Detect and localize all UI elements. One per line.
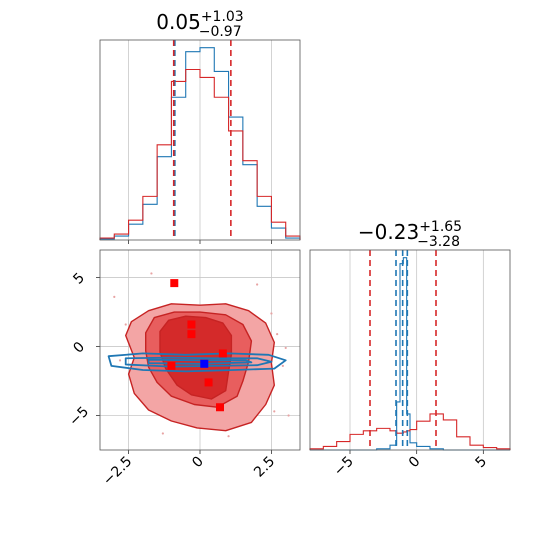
red-marker xyxy=(187,320,196,329)
axes-frame xyxy=(309,249,511,451)
axes-frame xyxy=(99,39,301,241)
scatter-point xyxy=(113,295,116,298)
histogram-x-panel xyxy=(99,39,301,244)
histogram-series xyxy=(99,68,301,240)
axes-frame xyxy=(99,249,301,451)
x-tick-label: 0 xyxy=(406,454,424,472)
scatter-point xyxy=(256,283,259,286)
red-marker xyxy=(204,378,213,387)
blue-contour xyxy=(107,352,287,373)
x-tick-label: 0 xyxy=(189,454,207,472)
scatter-point xyxy=(124,323,127,326)
scatter-point xyxy=(150,272,153,275)
blue-contour xyxy=(147,358,253,365)
y-tick-label: −5 xyxy=(66,404,92,430)
histogram-x-title: 0.05+1.03 −0.97 xyxy=(156,9,243,40)
contour-plot-area xyxy=(107,272,290,438)
red-marker xyxy=(216,403,224,412)
contour-panel: −2.5 0 2.5 5 0 −5 xyxy=(66,249,301,489)
y-tick-label: 0 xyxy=(70,339,88,357)
x-tick-label: 5 xyxy=(473,454,491,472)
histogram-y-panel: −5 0 5 xyxy=(309,249,511,480)
scatter-point xyxy=(287,414,290,417)
scatter-point xyxy=(273,410,276,413)
x-tick-label: 2.5 xyxy=(251,454,278,481)
scatter-point xyxy=(270,312,273,315)
red-marker xyxy=(187,330,196,339)
scatter-point xyxy=(284,346,287,350)
x-tick-label: −5 xyxy=(331,454,357,480)
x-tick-label: −2.5 xyxy=(100,454,135,489)
red-marker xyxy=(170,279,179,288)
red-marker xyxy=(167,361,176,370)
scatter-point xyxy=(281,364,284,367)
scatter-point xyxy=(227,435,230,438)
red-marker xyxy=(218,349,227,358)
histogram-y-title: −0.23+1.65 −3.28 xyxy=(358,219,462,250)
blue-marker xyxy=(200,359,209,368)
blue-contour xyxy=(124,356,273,368)
scatter-point xyxy=(276,333,279,336)
histogram-series xyxy=(310,257,510,451)
scatter-point xyxy=(118,359,122,362)
scatter-point xyxy=(161,432,164,435)
y-tick-label: 5 xyxy=(70,270,88,288)
